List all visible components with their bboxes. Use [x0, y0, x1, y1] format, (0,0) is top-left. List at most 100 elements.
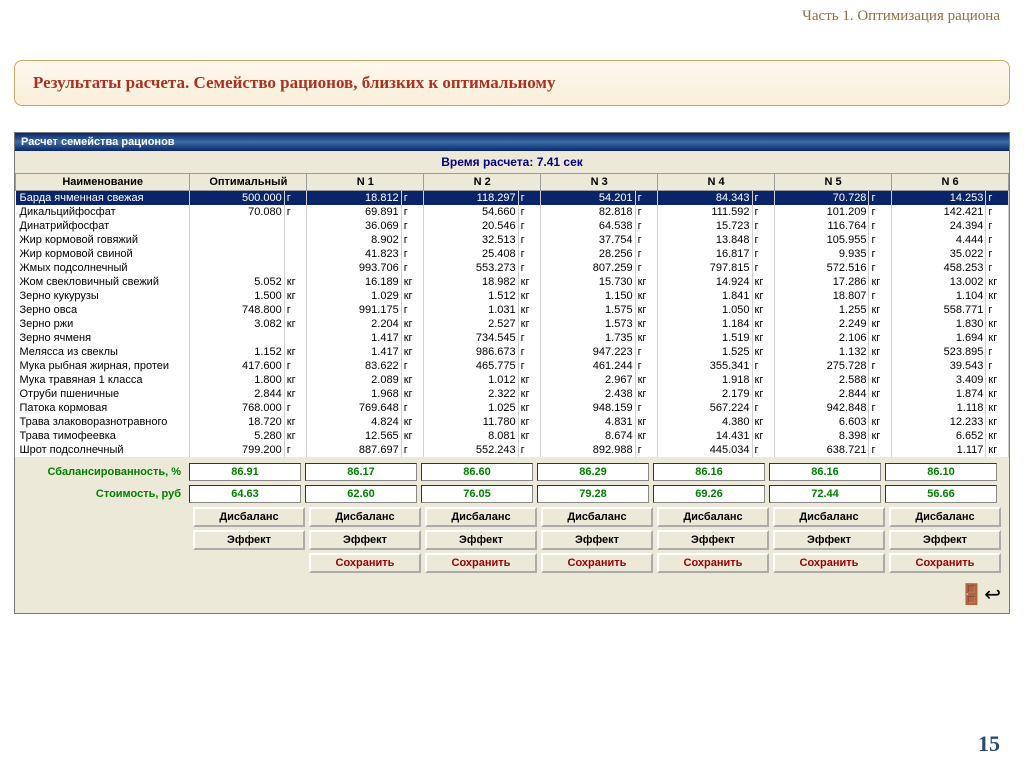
column-header[interactable]: N 5: [775, 174, 892, 191]
cell-value: 748.800: [190, 303, 284, 317]
cell-value: 1.800: [190, 373, 284, 387]
table-row[interactable]: Патока кормовая768.000г769.648г1.025кг94…: [16, 401, 1009, 415]
effect-button[interactable]: Эффект: [657, 530, 769, 550]
cell-unit: г: [869, 401, 892, 415]
cell-value: 2.089: [307, 373, 401, 387]
table-row[interactable]: Жир кормовой говяжий8.902г32.513г37.754г…: [16, 233, 1009, 247]
save-button[interactable]: Сохранить: [425, 553, 537, 573]
cell-value: 2.844: [190, 387, 284, 401]
cell-value: 8.674: [541, 429, 635, 443]
column-header[interactable]: Наименование: [16, 174, 190, 191]
column-header[interactable]: N 4: [658, 174, 775, 191]
cell-unit: г: [752, 233, 775, 247]
cell-value: [190, 261, 284, 275]
effect-button[interactable]: Эффект: [773, 530, 885, 550]
table-row[interactable]: Мелясса из свеклы1.152кг1.417кг986.673г9…: [16, 345, 1009, 359]
cell-value: 83.622: [307, 359, 401, 373]
cell-unit: кг: [986, 373, 1009, 387]
cell-value: 13.002: [892, 275, 986, 289]
table-row[interactable]: Мука рыбная жирная, протеи417.600г83.622…: [16, 359, 1009, 373]
breadcrumb: Часть 1. Оптимизация рациона: [802, 8, 1000, 25]
cell-unit: г: [986, 247, 1009, 261]
cell-unit: кг: [869, 331, 892, 345]
cell-value: 3.409: [892, 373, 986, 387]
cell-value: 769.648: [307, 401, 401, 415]
save-button[interactable]: Сохранить: [657, 553, 769, 573]
disbalance-button[interactable]: Дисбаланс: [657, 507, 769, 527]
cell-value: 807.259: [541, 261, 635, 275]
cell-value: 947.223: [541, 345, 635, 359]
cell-value: 2.588: [775, 373, 869, 387]
cell-value: [190, 247, 284, 261]
cell-value: 355.341: [658, 359, 752, 373]
column-header[interactable]: N 1: [307, 174, 424, 191]
table-row[interactable]: Зерно ржи3.082кг2.204кг2.527кг1.573кг1.1…: [16, 317, 1009, 331]
cell-value: 69.891: [307, 205, 401, 219]
disbalance-button[interactable]: Дисбаланс: [773, 507, 885, 527]
column-header[interactable]: Оптимальный: [190, 174, 307, 191]
table-row[interactable]: Шрот подсолнечный799.200г887.697г552.243…: [16, 443, 1009, 457]
table-row[interactable]: Зерно овса748.800г991.175г1.031кг1.575кг…: [16, 303, 1009, 317]
disbalance-button[interactable]: Дисбаланс: [193, 507, 305, 527]
table-row[interactable]: Дикальцийфосфат70.080г69.891г54.660г82.8…: [16, 205, 1009, 219]
disbalance-button[interactable]: Дисбаланс: [425, 507, 537, 527]
ingredient-name: Патока кормовая: [16, 401, 190, 415]
ingredient-name: Дикальцийфосфат: [16, 205, 190, 219]
table-row[interactable]: Барда ячменная свежая500.000г18.812г118.…: [16, 191, 1009, 206]
table-row[interactable]: Жом свекловичный свежий5.052кг16.189кг18…: [16, 275, 1009, 289]
cell-unit: г: [401, 247, 424, 261]
disbalance-button[interactable]: Дисбаланс: [309, 507, 421, 527]
cell-unit: кг: [284, 373, 307, 387]
cell-unit: г: [869, 233, 892, 247]
table-row[interactable]: Зерно кукурузы1.500кг1.029кг1.512кг1.150…: [16, 289, 1009, 303]
effect-button[interactable]: Эффект: [889, 530, 1001, 550]
effect-button[interactable]: Эффект: [541, 530, 653, 550]
save-button[interactable]: Сохранить: [309, 553, 421, 573]
table-row[interactable]: Мука травяная 1 класса1.800кг2.089кг1.01…: [16, 373, 1009, 387]
cell-unit: кг: [284, 429, 307, 443]
save-button[interactable]: Сохранить: [889, 553, 1001, 573]
cell-unit: кг: [986, 429, 1009, 443]
column-header[interactable]: N 6: [892, 174, 1009, 191]
cell-unit: г: [518, 443, 541, 457]
cell-value: 2.438: [541, 387, 635, 401]
save-button[interactable]: Сохранить: [773, 553, 885, 573]
cell-unit: г: [986, 233, 1009, 247]
cell-unit: кг: [869, 429, 892, 443]
table-row[interactable]: Отруби пшеничные2.844кг1.968кг2.322кг2.4…: [16, 387, 1009, 401]
cell-value: 35.022: [892, 247, 986, 261]
cell-unit: г: [401, 303, 424, 317]
balance-value: 86.16: [653, 463, 765, 481]
effect-button[interactable]: Эффект: [193, 530, 305, 550]
balance-row: Сбалансированность, % 86.9186.1786.6086.…: [19, 463, 1005, 481]
cell-value: 2.249: [775, 317, 869, 331]
cost-value: 56.66: [885, 485, 997, 503]
table-row[interactable]: Жмых подсолнечный993.706г553.273г807.259…: [16, 261, 1009, 275]
table-row[interactable]: Трава злаковоразнотравного18.720кг4.824к…: [16, 415, 1009, 429]
cell-unit: кг: [752, 289, 775, 303]
table-row[interactable]: Жир кормовой свиной41.823г25.408г28.256г…: [16, 247, 1009, 261]
effect-button[interactable]: Эффект: [309, 530, 421, 550]
cell-unit: г: [986, 261, 1009, 275]
effect-button[interactable]: Эффект: [425, 530, 537, 550]
table-row[interactable]: Зерно ячменя1.417кг734.545г1.735кг1.519к…: [16, 331, 1009, 345]
cell-value: 948.159: [541, 401, 635, 415]
cell-unit: кг: [518, 401, 541, 415]
save-button[interactable]: Сохранить: [541, 553, 653, 573]
cell-unit: [284, 233, 307, 247]
disbalance-button[interactable]: Дисбаланс: [541, 507, 653, 527]
column-header[interactable]: N 2: [424, 174, 541, 191]
cell-unit: кг: [518, 415, 541, 429]
column-header[interactable]: N 3: [541, 174, 658, 191]
cell-value: 6.652: [892, 429, 986, 443]
exit-icon[interactable]: 🚪↩: [959, 582, 1001, 607]
cell-value: [190, 219, 284, 233]
table-row[interactable]: Трава тимофеевка5.280кг12.565кг8.081кг8.…: [16, 429, 1009, 443]
cell-unit: г: [752, 443, 775, 457]
disbalance-button[interactable]: Дисбаланс: [889, 507, 1001, 527]
cell-unit: г: [284, 359, 307, 373]
table-row[interactable]: Динатрийфосфат36.069г20.546г64.538г15.72…: [16, 219, 1009, 233]
cell-unit: г: [518, 205, 541, 219]
ingredient-name: Жир кормовой свиной: [16, 247, 190, 261]
ingredient-name: Зерно ржи: [16, 317, 190, 331]
